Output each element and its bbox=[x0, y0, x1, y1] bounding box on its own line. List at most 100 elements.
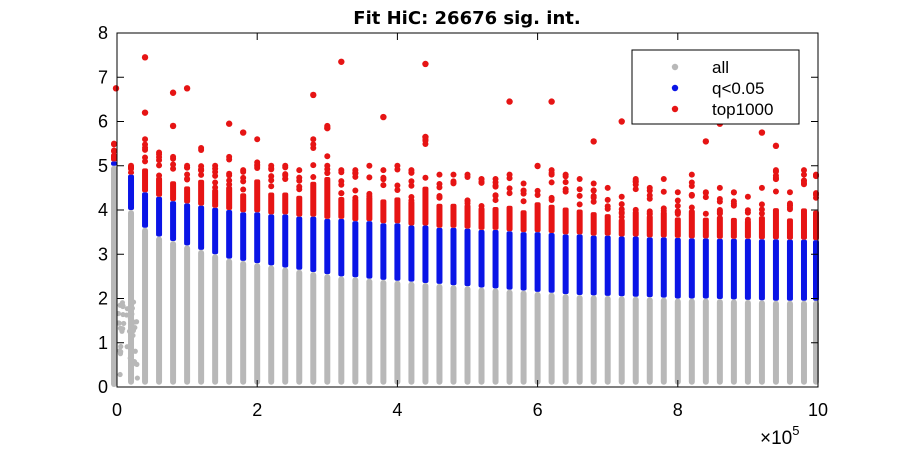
top-point bbox=[450, 179, 457, 186]
top-point bbox=[422, 174, 429, 181]
top-point bbox=[338, 190, 345, 197]
top-point bbox=[716, 195, 723, 202]
all-column bbox=[786, 300, 793, 385]
sig-column bbox=[436, 227, 443, 284]
sig-column bbox=[618, 236, 625, 297]
top-point bbox=[534, 162, 541, 169]
series-q-sig bbox=[111, 161, 819, 301]
all-point bbox=[117, 371, 123, 378]
top-point bbox=[240, 186, 247, 193]
top-column bbox=[170, 181, 177, 202]
sig-column bbox=[800, 239, 807, 301]
sig-column bbox=[506, 231, 513, 290]
all-point bbox=[116, 320, 122, 326]
all-column bbox=[310, 271, 317, 385]
top-point bbox=[111, 140, 117, 147]
all-point bbox=[120, 303, 126, 309]
top-point bbox=[394, 182, 401, 189]
top-column bbox=[674, 217, 681, 238]
x-tick-label: 4 bbox=[392, 400, 402, 420]
sig-column bbox=[534, 232, 541, 292]
top-point bbox=[450, 171, 457, 178]
top-point bbox=[548, 197, 555, 204]
all-column bbox=[506, 289, 513, 385]
top-point-outlier bbox=[141, 109, 149, 116]
top-point bbox=[604, 184, 611, 191]
chart-title: Fit HiC: 26676 sig. int. bbox=[353, 8, 580, 29]
top-point bbox=[111, 148, 117, 155]
all-column bbox=[170, 240, 177, 385]
top-column bbox=[632, 210, 639, 237]
y-tick-label: 1 bbox=[98, 333, 108, 353]
sig-column bbox=[520, 232, 527, 291]
top-point bbox=[268, 162, 275, 169]
top-point bbox=[156, 172, 163, 179]
all-column bbox=[660, 297, 667, 385]
sig-column bbox=[394, 223, 401, 281]
top-point bbox=[296, 177, 303, 184]
top-point bbox=[268, 183, 275, 190]
sig-column bbox=[170, 201, 177, 241]
sig-column bbox=[324, 218, 331, 275]
top-point bbox=[800, 167, 807, 174]
top-point bbox=[590, 198, 597, 205]
top-point bbox=[534, 192, 541, 199]
all-point bbox=[130, 332, 136, 339]
all-column bbox=[604, 295, 611, 385]
top-column bbox=[786, 218, 793, 240]
top-point bbox=[366, 162, 373, 169]
top-column bbox=[310, 181, 317, 217]
top-point-outlier bbox=[506, 98, 513, 105]
top-point bbox=[604, 196, 611, 203]
all-column bbox=[674, 298, 681, 385]
top-point bbox=[534, 187, 541, 194]
top-point bbox=[618, 193, 625, 200]
all-column bbox=[254, 263, 261, 385]
top-point-outlier bbox=[758, 129, 766, 136]
top-point bbox=[212, 162, 219, 169]
top-column bbox=[226, 186, 233, 210]
top-point bbox=[758, 184, 765, 191]
sig-column bbox=[296, 216, 303, 270]
tick-marks bbox=[116, 32, 819, 388]
top-point bbox=[716, 184, 723, 191]
top-point bbox=[296, 167, 303, 174]
top-column bbox=[268, 192, 275, 215]
top-point bbox=[352, 187, 359, 194]
top-point-outlier bbox=[338, 58, 345, 65]
all-column bbox=[772, 300, 779, 385]
top-column bbox=[576, 209, 583, 235]
top-point bbox=[212, 172, 219, 179]
all-point bbox=[118, 343, 124, 350]
top-point bbox=[716, 210, 723, 217]
top-point-outlier bbox=[169, 122, 177, 130]
sig-column bbox=[632, 236, 639, 297]
top-point bbox=[324, 162, 331, 169]
top-point bbox=[492, 192, 499, 199]
top-point bbox=[240, 178, 247, 185]
top-column bbox=[534, 202, 541, 233]
top-point bbox=[296, 183, 303, 190]
top-point bbox=[548, 179, 555, 186]
top-point bbox=[632, 176, 639, 183]
top-column bbox=[548, 204, 555, 234]
all-column bbox=[142, 227, 149, 385]
top-point bbox=[660, 176, 667, 183]
top-column bbox=[702, 217, 709, 239]
sig-column bbox=[674, 237, 681, 299]
top-point bbox=[366, 193, 373, 200]
all-column bbox=[422, 283, 429, 385]
all-column bbox=[632, 296, 639, 385]
top-column bbox=[254, 179, 261, 213]
top-point bbox=[142, 136, 149, 143]
sig-column bbox=[576, 234, 583, 295]
all-column bbox=[338, 276, 345, 385]
all-column bbox=[492, 288, 499, 385]
all-column bbox=[394, 280, 401, 385]
top-point bbox=[198, 145, 205, 152]
top-point bbox=[744, 216, 751, 223]
top-point bbox=[786, 202, 793, 209]
top-point bbox=[394, 162, 401, 169]
top-point bbox=[254, 163, 261, 170]
sig-column bbox=[786, 239, 793, 301]
